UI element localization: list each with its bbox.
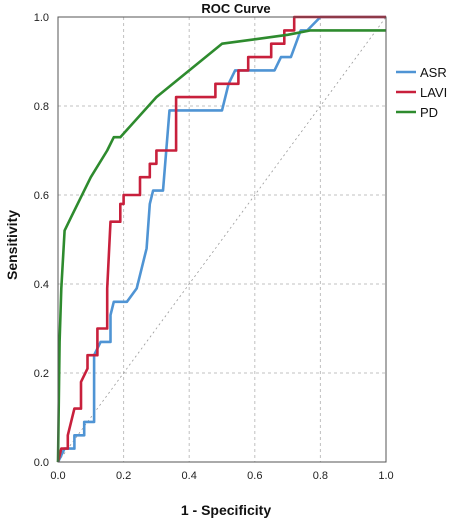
y-tick-label: 0.6 <box>34 190 49 202</box>
x-tick-label: 0.8 <box>313 470 328 482</box>
x-tick-label: 1.0 <box>378 470 393 482</box>
legend-label-pd: PD <box>420 105 438 120</box>
legend-label-asr: ASR <box>420 65 447 80</box>
plot-frame <box>57 16 387 463</box>
series-line-asr <box>56 15 386 463</box>
x-axis-title: 1 - Specificity <box>181 502 271 518</box>
series-line-lavi <box>56 15 386 463</box>
series-line-pd <box>56 29 386 463</box>
x-tick-label: 0.0 <box>50 470 65 482</box>
y-axis-title: Sensitivity <box>4 210 20 280</box>
reference-line <box>57 16 387 463</box>
legend: ASR LAVI PD <box>396 65 447 120</box>
x-tick-label: 0.2 <box>116 470 131 482</box>
y-tick-label: 0.8 <box>34 101 49 113</box>
chart-title: ROC Curve <box>201 1 270 16</box>
y-tick-label: 0.4 <box>34 279 49 291</box>
x-tick-label: 0.4 <box>182 470 197 482</box>
y-tick-label: 1.0 <box>34 12 49 24</box>
legend-label-lavi: LAVI <box>420 85 447 100</box>
x-tick-label: 0.6 <box>247 470 262 482</box>
reference-diagonal <box>57 16 387 463</box>
y-tick-label: 0.0 <box>34 457 49 469</box>
y-tick-label: 0.2 <box>34 368 49 380</box>
series-lines <box>56 15 386 463</box>
tick-labels: 0.0 0.2 0.4 0.6 0.8 1.0 0.0 0.2 0.4 0.6 0.8 1.0 <box>34 12 394 482</box>
